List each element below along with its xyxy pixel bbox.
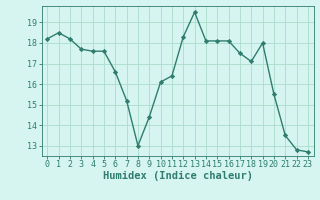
X-axis label: Humidex (Indice chaleur): Humidex (Indice chaleur) [103, 171, 252, 181]
